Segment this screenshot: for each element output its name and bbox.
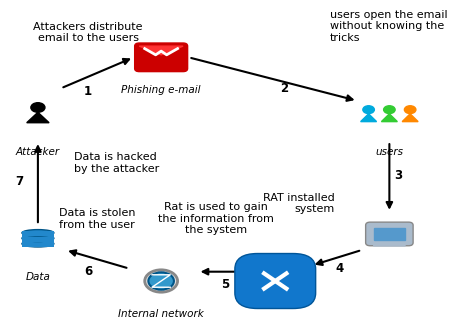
Text: RAT installed
system: RAT installed system (263, 193, 335, 214)
Text: 4: 4 (335, 262, 343, 275)
Text: 6: 6 (84, 265, 92, 278)
Polygon shape (374, 243, 405, 246)
Polygon shape (382, 114, 397, 122)
Circle shape (148, 272, 174, 290)
Ellipse shape (22, 240, 54, 247)
Circle shape (31, 103, 45, 112)
Text: Phishing e-mail: Phishing e-mail (121, 85, 201, 95)
Text: Data: Data (26, 272, 50, 282)
Polygon shape (139, 46, 183, 55)
Circle shape (404, 106, 416, 114)
FancyBboxPatch shape (22, 231, 54, 236)
Text: users open the email
without knowing the
tricks: users open the email without knowing the… (330, 10, 447, 43)
Text: 5: 5 (221, 278, 229, 291)
Ellipse shape (22, 230, 54, 236)
Polygon shape (402, 114, 418, 122)
FancyBboxPatch shape (235, 254, 316, 308)
Polygon shape (361, 114, 377, 122)
Text: Data is hacked
by the attacker: Data is hacked by the attacker (74, 152, 160, 174)
FancyBboxPatch shape (22, 242, 54, 247)
FancyBboxPatch shape (365, 222, 413, 246)
Text: Attackers distribute
email to the users: Attackers distribute email to the users (33, 22, 143, 43)
Text: Internal network: Internal network (118, 309, 204, 319)
Text: Rat is used to gain
the information from
the system: Rat is used to gain the information from… (158, 202, 274, 236)
Text: 2: 2 (280, 82, 289, 95)
Text: 7: 7 (16, 175, 24, 188)
Circle shape (363, 106, 374, 114)
Text: 3: 3 (394, 169, 402, 182)
FancyBboxPatch shape (22, 236, 54, 242)
Circle shape (383, 106, 395, 114)
Circle shape (145, 270, 178, 292)
Text: 1: 1 (84, 85, 92, 98)
Ellipse shape (22, 235, 54, 242)
FancyBboxPatch shape (374, 228, 405, 240)
Text: users: users (375, 147, 403, 157)
FancyBboxPatch shape (135, 43, 188, 72)
Polygon shape (27, 112, 49, 123)
Text: Attacker: Attacker (16, 147, 60, 157)
Text: Data is stolen
from the user: Data is stolen from the user (59, 208, 136, 230)
